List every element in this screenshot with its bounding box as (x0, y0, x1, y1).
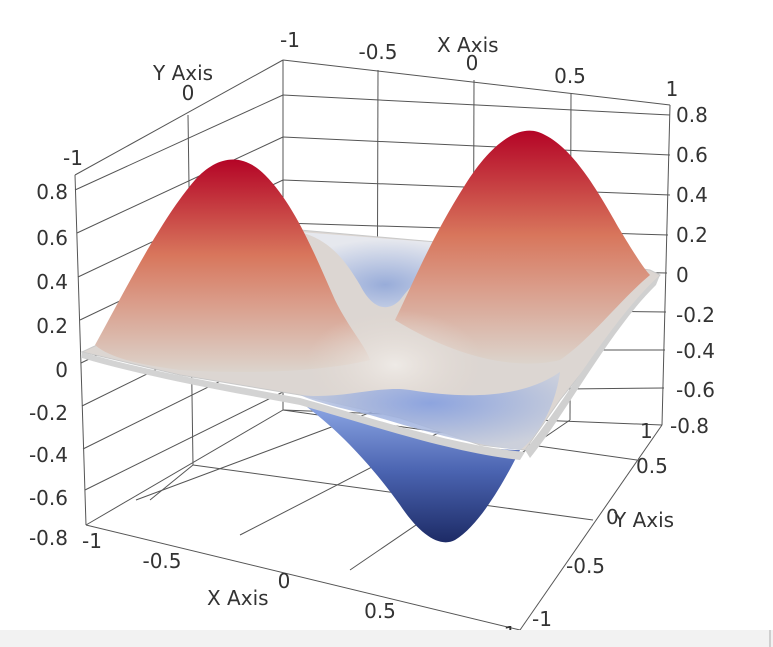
right-y-tick: 0 (606, 505, 619, 529)
top-x-tick: 1 (666, 77, 679, 101)
right-y-tick: -1 (532, 607, 552, 631)
y-axis-title-right: Y Axis (613, 508, 674, 532)
left-z-tick: 0.6 (36, 226, 68, 250)
right-z-tick: 0.6 (676, 143, 708, 167)
x-axis-title-top: X Axis (437, 33, 499, 57)
y-axis-title-left: Y Axis (152, 61, 213, 85)
left-z-tick: 0.4 (36, 270, 68, 294)
top-x-tick-labels: -1 -0.5 0 0.5 1 (280, 28, 678, 101)
top-x-tick: -0.5 (358, 40, 397, 64)
left-z-tick: 0.8 (36, 180, 68, 204)
bottom-x-tick: -1 (82, 529, 102, 553)
right-z-tick: -0.4 (676, 339, 715, 363)
right-y-tick: 1 (640, 419, 653, 443)
bottom-x-tick: 0.5 (364, 599, 396, 623)
right-y-tick: -0.5 (566, 554, 605, 578)
surface-center (305, 310, 485, 420)
scroll-edge (769, 630, 771, 647)
right-z-tick: -0.2 (676, 303, 715, 327)
surface-front-blue (300, 372, 560, 450)
right-z-tick: 0.8 (676, 103, 708, 127)
top-x-tick: -1 (280, 28, 300, 52)
left-z-tick: -0.2 (29, 401, 68, 425)
left-z-tick: 0 (55, 358, 68, 382)
right-z-tick: 0.4 (676, 183, 708, 207)
right-y-tick-labels: 1 0.5 0 -0.5 -1 (532, 419, 668, 631)
surface-left-peak (95, 159, 370, 372)
surface-back-dip (300, 232, 470, 308)
right-z-tick: -0.8 (670, 414, 709, 438)
left-z-tick: 0.2 (36, 314, 68, 338)
bottom-x-tick: -0.5 (142, 549, 181, 573)
left-y-tick: 0 (182, 81, 195, 105)
right-z-tick-labels: 0.8 0.6 0.4 0.2 0 -0.2 -0.4 -0.6 -0.8 (670, 103, 715, 438)
surface-right-rim (525, 275, 660, 458)
top-x-tick: 0 (466, 51, 479, 75)
top-x-tick: 0.5 (554, 64, 586, 88)
bottom-strip (0, 630, 773, 647)
surface (80, 130, 661, 543)
bottom-x-tick-labels: -1-0.500.51 (82, 529, 516, 646)
surface-right-peak (395, 130, 650, 364)
left-z-tick: -0.6 (29, 486, 68, 510)
left-y-tick-labels: -1 0 (63, 81, 194, 170)
left-y-tick: -1 (63, 146, 83, 170)
left-z-tick-labels: 0.8 0.6 0.4 0.2 0 -0.2 -0.4 -0.6 -0.8 (29, 180, 68, 550)
bottom-x-tick: 0 (278, 569, 291, 593)
left-z-tick: -0.8 (29, 526, 68, 550)
right-z-tick: 0.2 (676, 223, 708, 247)
right-z-tick: -0.6 (676, 378, 715, 402)
x-axis-title-bottom: X Axis (207, 586, 269, 610)
left-z-tick: -0.4 (29, 443, 68, 467)
right-z-tick: 0 (676, 263, 689, 287)
right-y-tick: 0.5 (636, 454, 668, 478)
surface-valley (300, 402, 520, 543)
surface-near-rim (82, 352, 525, 460)
